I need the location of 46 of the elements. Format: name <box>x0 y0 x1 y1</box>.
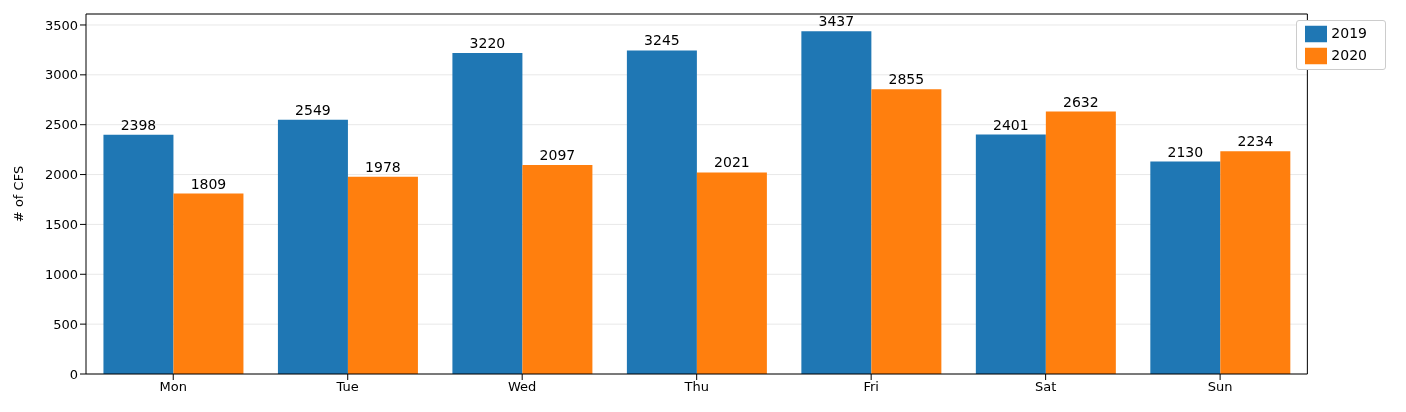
legend-label: 2019 <box>1331 25 1367 41</box>
data-label: 2130 <box>1167 143 1204 160</box>
data-label: 1809 <box>190 175 227 192</box>
x-tick-label: Thu <box>683 379 709 395</box>
data-label: 2097 <box>539 146 576 163</box>
data-label: 3245 <box>644 32 680 49</box>
bar <box>1150 161 1221 374</box>
y-tick-label: 500 <box>53 316 78 332</box>
data-label: 2234 <box>1237 133 1274 150</box>
data-label: 2021 <box>714 154 750 171</box>
y-tick-label: 1000 <box>44 266 78 282</box>
bar <box>696 172 767 374</box>
bar <box>1045 111 1116 374</box>
x-tick-label: Wed <box>508 379 537 395</box>
data-label: 2401 <box>993 116 1029 133</box>
bar <box>626 50 697 374</box>
data-label: 3220 <box>469 34 506 51</box>
bar <box>975 134 1046 374</box>
bar <box>871 89 942 374</box>
x-tick-label: Tue <box>335 379 359 395</box>
data-label: 2632 <box>1063 93 1099 110</box>
x-tick-label: Sat <box>1034 379 1057 395</box>
bar <box>801 31 872 374</box>
y-tick-label: 2000 <box>44 167 78 183</box>
bar <box>173 193 244 374</box>
data-label: 3437 <box>818 13 855 30</box>
bar <box>347 176 418 374</box>
bar <box>522 164 593 374</box>
data-label: 1978 <box>365 158 401 175</box>
x-tick-label: Mon <box>159 379 187 395</box>
data-label: 2398 <box>120 116 157 133</box>
legend-label: 2020 <box>1331 47 1367 63</box>
y-tick-label: 2500 <box>44 117 78 133</box>
bar <box>277 119 348 374</box>
y-tick-label: 0 <box>69 366 78 382</box>
y-tick-label: 3500 <box>44 17 78 33</box>
bar <box>1220 151 1291 374</box>
y-axis-title: # of CFS <box>10 165 26 223</box>
data-label: 2855 <box>888 71 925 88</box>
y-tick-label: 1500 <box>44 217 78 233</box>
bar <box>103 134 174 374</box>
bar <box>452 52 523 374</box>
x-tick-label: Sun <box>1207 379 1233 395</box>
y-tick-label: 3000 <box>44 67 78 83</box>
data-label: 2549 <box>295 101 331 118</box>
x-tick-label: Fri <box>863 379 879 395</box>
